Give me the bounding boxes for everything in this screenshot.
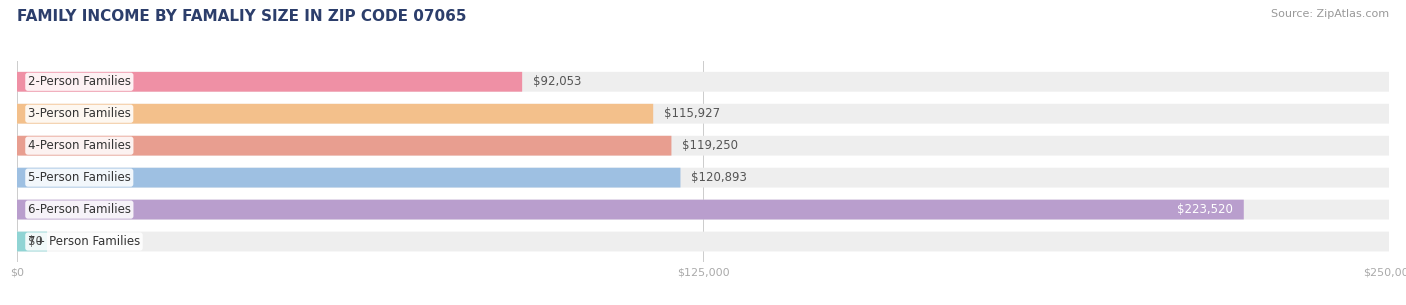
Text: 2-Person Families: 2-Person Families xyxy=(28,75,131,88)
FancyBboxPatch shape xyxy=(17,136,1389,156)
FancyBboxPatch shape xyxy=(17,104,1389,124)
Text: $92,053: $92,053 xyxy=(533,75,582,88)
Text: Source: ZipAtlas.com: Source: ZipAtlas.com xyxy=(1271,9,1389,19)
Text: 5-Person Families: 5-Person Families xyxy=(28,171,131,184)
Text: $119,250: $119,250 xyxy=(682,139,738,152)
Text: $223,520: $223,520 xyxy=(1177,203,1233,216)
FancyBboxPatch shape xyxy=(17,200,1389,220)
FancyBboxPatch shape xyxy=(17,200,1244,220)
Text: FAMILY INCOME BY FAMALIY SIZE IN ZIP CODE 07065: FAMILY INCOME BY FAMALIY SIZE IN ZIP COD… xyxy=(17,9,467,24)
FancyBboxPatch shape xyxy=(17,168,1389,188)
Text: $0: $0 xyxy=(28,235,42,248)
FancyBboxPatch shape xyxy=(17,72,1389,92)
FancyBboxPatch shape xyxy=(17,231,46,251)
FancyBboxPatch shape xyxy=(17,231,1389,251)
FancyBboxPatch shape xyxy=(17,72,522,92)
Text: $115,927: $115,927 xyxy=(664,107,720,120)
FancyBboxPatch shape xyxy=(17,136,672,156)
FancyBboxPatch shape xyxy=(17,104,654,124)
FancyBboxPatch shape xyxy=(17,168,681,188)
Text: 6-Person Families: 6-Person Families xyxy=(28,203,131,216)
Text: 3-Person Families: 3-Person Families xyxy=(28,107,131,120)
Text: 7+ Person Families: 7+ Person Families xyxy=(28,235,141,248)
Text: $120,893: $120,893 xyxy=(692,171,748,184)
Text: 4-Person Families: 4-Person Families xyxy=(28,139,131,152)
